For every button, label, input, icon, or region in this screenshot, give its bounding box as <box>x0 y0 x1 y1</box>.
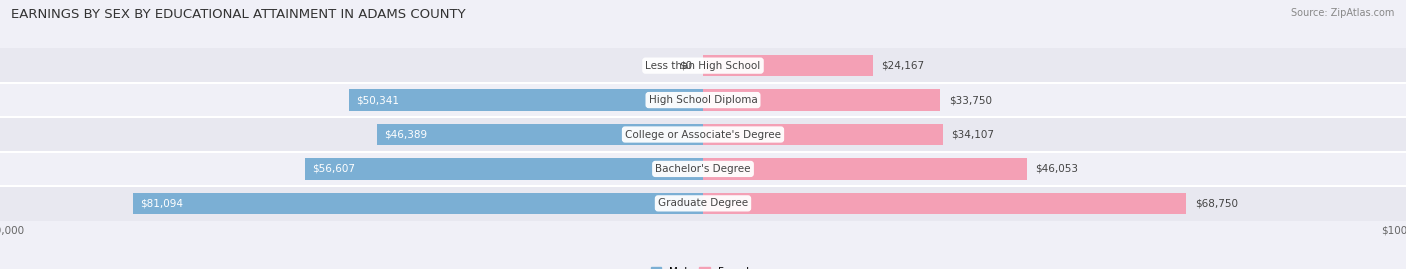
Bar <box>703 158 1026 180</box>
Bar <box>349 89 703 111</box>
Text: Less than High School: Less than High School <box>645 61 761 71</box>
Text: $34,107: $34,107 <box>952 129 994 140</box>
Bar <box>0 152 1406 186</box>
Bar <box>0 48 1406 83</box>
Text: $68,750: $68,750 <box>1195 198 1237 208</box>
Bar <box>703 55 873 76</box>
Bar <box>305 158 703 180</box>
Text: $33,750: $33,750 <box>949 95 991 105</box>
Bar <box>703 124 943 145</box>
Bar <box>377 124 703 145</box>
Bar <box>703 193 1187 214</box>
Bar <box>0 83 1406 117</box>
Legend: Male, Female: Male, Female <box>647 263 759 269</box>
Text: $0: $0 <box>679 61 693 71</box>
Text: $81,094: $81,094 <box>141 198 183 208</box>
Bar <box>703 89 941 111</box>
Text: Graduate Degree: Graduate Degree <box>658 198 748 208</box>
Bar <box>134 193 703 214</box>
Text: $46,053: $46,053 <box>1035 164 1078 174</box>
Text: $46,389: $46,389 <box>384 129 427 140</box>
Bar <box>0 186 1406 221</box>
Text: $56,607: $56,607 <box>312 164 356 174</box>
Text: Bachelor's Degree: Bachelor's Degree <box>655 164 751 174</box>
Text: EARNINGS BY SEX BY EDUCATIONAL ATTAINMENT IN ADAMS COUNTY: EARNINGS BY SEX BY EDUCATIONAL ATTAINMEN… <box>11 8 465 21</box>
Text: College or Associate's Degree: College or Associate's Degree <box>626 129 780 140</box>
Text: $50,341: $50,341 <box>356 95 399 105</box>
Text: High School Diploma: High School Diploma <box>648 95 758 105</box>
Text: Source: ZipAtlas.com: Source: ZipAtlas.com <box>1291 8 1395 18</box>
Bar <box>0 117 1406 152</box>
Text: $24,167: $24,167 <box>882 61 925 71</box>
